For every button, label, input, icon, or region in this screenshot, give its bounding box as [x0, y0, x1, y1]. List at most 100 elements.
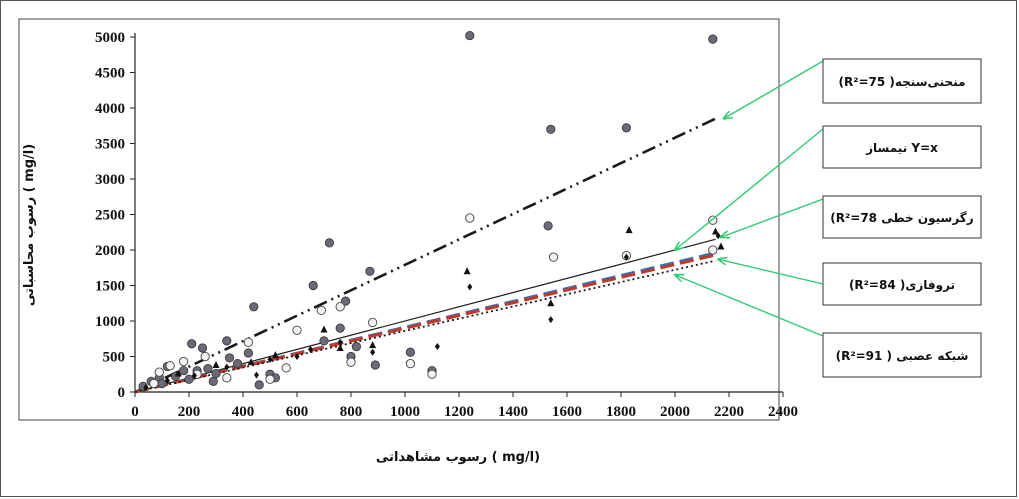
data-point-dark-circle — [370, 360, 380, 370]
data-point-dark-circle — [405, 347, 415, 357]
y-axis-label: رسوب محاسباتی ( mg/l) — [22, 144, 37, 306]
x-tick-label: 1800 — [606, 404, 636, 420]
x-tick-label: 2400 — [768, 404, 798, 420]
x-tick-label: 200 — [178, 404, 201, 420]
legend-label-2: نیمساز Y=x — [865, 141, 938, 155]
y-tick-label: 3500 — [95, 137, 125, 153]
y-tick-label: 1000 — [95, 314, 125, 330]
data-point-dark-circle — [319, 336, 329, 346]
data-point-diamond — [308, 345, 313, 353]
data-point-triangle — [369, 341, 377, 349]
data-point-dark-circle — [543, 221, 553, 231]
legend-arrow-2 — [675, 128, 824, 250]
data-point-dark-circle — [351, 341, 361, 352]
x-tick-label: 400 — [232, 404, 255, 420]
data-point-triangle — [463, 267, 471, 275]
data-point-open-circle — [465, 213, 475, 223]
plot-area-border — [18, 18, 780, 421]
data-point-diamond — [548, 316, 554, 324]
data-point-dark-circle — [243, 348, 253, 358]
data-point-diamond — [267, 355, 273, 363]
data-point-diamond — [294, 353, 300, 360]
data-point-dark-circle — [224, 353, 235, 363]
legend-arrow-3 — [721, 198, 824, 237]
data-point-dark-circle — [621, 123, 632, 133]
x-tick-label: 800 — [340, 404, 363, 420]
data-point-open-circle — [292, 325, 302, 335]
data-point-diamond — [370, 348, 376, 356]
data-point-open-circle — [265, 374, 275, 384]
x-tick-label: 600 — [286, 404, 309, 420]
data-point-open-circle — [427, 369, 437, 379]
data-point-dark-circle — [203, 363, 213, 374]
x-tick-label: 1400 — [498, 404, 528, 420]
data-point-triangle — [320, 325, 328, 333]
data-point-dark-circle — [197, 343, 208, 353]
data-point-open-circle — [405, 358, 416, 369]
data-point-open-circle — [708, 245, 718, 255]
data-point-triangle — [625, 226, 633, 234]
x-tick-label: 1200 — [444, 404, 474, 420]
x-tick-label: 1000 — [390, 404, 420, 420]
x-tick-label: 2000 — [660, 404, 690, 420]
x-tick-label: 2200 — [714, 404, 744, 420]
legend-label-5: (R²=91 ) شبکه عصبی — [836, 349, 969, 363]
data-point-open-circle — [222, 373, 232, 383]
data-point-triangle — [174, 369, 182, 377]
data-point-open-circle — [154, 367, 164, 377]
data-point-diamond — [434, 343, 440, 351]
data-point-open-circle — [149, 378, 159, 389]
data-point-dark-circle — [335, 323, 345, 333]
y-tick-label: 5000 — [95, 30, 125, 46]
y-tick-label: 4000 — [95, 101, 125, 117]
y-tick-label: 3000 — [95, 172, 125, 188]
data-point-triangle — [247, 358, 255, 366]
fit-line-4 — [134, 253, 716, 394]
data-point-diamond — [467, 283, 473, 291]
data-point-triangle — [547, 299, 555, 307]
legend-box-5 — [822, 332, 982, 378]
data-point-dark-circle — [233, 358, 243, 369]
data-point-triangle — [717, 242, 725, 250]
data-point-dark-circle — [184, 374, 194, 384]
fit-line-5 — [134, 259, 716, 393]
data-point-dark-circle — [546, 124, 556, 134]
data-point-open-circle — [346, 357, 356, 367]
data-point-diamond — [224, 363, 230, 371]
y-tick-label: 0 — [118, 385, 126, 401]
data-point-open-circle — [200, 351, 210, 362]
legend-arrow-4 — [718, 259, 824, 285]
x-axis-label: رسوب مشاهداتی ( mg/l) — [376, 450, 540, 465]
data-point-dark-circle — [254, 380, 264, 390]
data-point-triangle — [712, 227, 719, 235]
data-point-dark-circle — [187, 339, 197, 349]
data-point-dark-circle — [211, 368, 221, 379]
data-point-diamond — [191, 372, 197, 380]
data-point-open-circle — [165, 361, 175, 371]
data-point-triangle — [212, 361, 220, 369]
legend-box-3 — [822, 195, 982, 239]
data-point-dark-circle — [222, 336, 232, 346]
data-point-diamond — [164, 377, 170, 385]
legend-box-2 — [822, 125, 982, 169]
data-point-dark-circle — [208, 376, 218, 386]
legend-arrow-5 — [675, 275, 824, 337]
data-point-dark-circle — [157, 378, 167, 389]
legend-label-1: (R²=75 )منحنی‌سنجه — [838, 75, 965, 89]
data-point-open-circle — [178, 356, 189, 367]
data-point-dark-circle — [465, 30, 475, 41]
data-point-triangle — [271, 351, 279, 359]
x-tick-label: 0 — [131, 404, 139, 420]
data-point-diamond — [254, 371, 259, 379]
data-point-dark-circle — [308, 280, 318, 291]
x-tick-label: 1600 — [552, 404, 582, 420]
y-tick-label: 2500 — [95, 208, 125, 224]
y-tick-label: 500 — [103, 350, 126, 366]
data-point-open-circle — [548, 252, 559, 262]
data-point-dark-circle — [340, 296, 351, 306]
y-tick-label: 2000 — [95, 243, 125, 259]
data-point-triangle — [336, 343, 344, 351]
data-point-dark-circle — [324, 238, 334, 248]
